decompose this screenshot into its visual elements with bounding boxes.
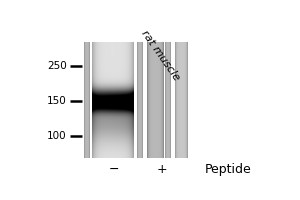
Text: 150: 150 (47, 96, 67, 106)
Text: Peptide: Peptide (205, 163, 251, 176)
Text: −: − (109, 163, 119, 176)
Text: 100: 100 (47, 131, 67, 141)
Text: rat muscle: rat muscle (140, 29, 182, 83)
Text: 250: 250 (47, 61, 67, 71)
Text: +: + (157, 163, 167, 176)
